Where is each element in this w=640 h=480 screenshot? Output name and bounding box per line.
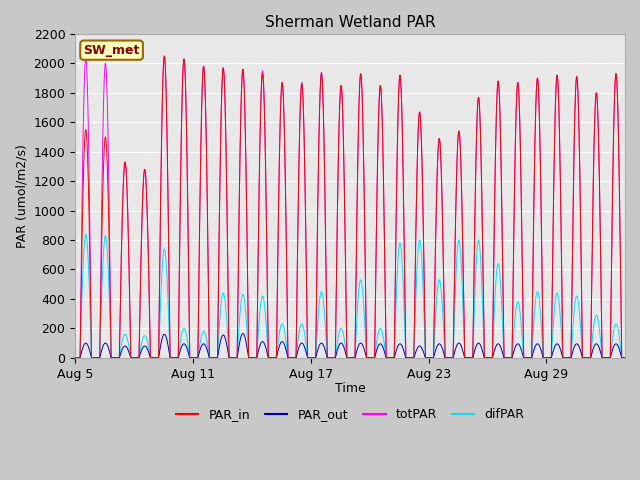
- Line: difPAR: difPAR: [75, 234, 625, 358]
- PAR_out: [532, 342, 540, 348]
- PAR_in: [509, 282, 517, 288]
- Title: Sherman Wetland PAR: Sherman Wetland PAR: [265, 15, 435, 30]
- difPAR: [82, 231, 90, 237]
- PAR_in: [71, 355, 79, 360]
- totPAR: [621, 355, 629, 360]
- X-axis label: Time: Time: [335, 382, 365, 395]
- difPAR: [509, 340, 517, 346]
- PAR_out: [509, 351, 517, 357]
- difPAR: [598, 348, 605, 353]
- Line: PAR_in: PAR_in: [75, 56, 625, 358]
- totPAR: [180, 56, 188, 62]
- PAR_out: [598, 353, 605, 359]
- PAR_in: [180, 56, 188, 62]
- PAR_in: [161, 53, 168, 59]
- totPAR: [534, 82, 542, 87]
- totPAR: [509, 282, 517, 288]
- PAR_out: [71, 355, 79, 360]
- difPAR: [271, 355, 278, 360]
- PAR_out: [180, 341, 188, 347]
- Line: PAR_out: PAR_out: [75, 334, 625, 358]
- totPAR: [532, 104, 540, 110]
- PAR_out: [239, 331, 247, 336]
- totPAR: [271, 355, 278, 360]
- PAR_in: [271, 355, 278, 360]
- PAR_in: [532, 104, 540, 110]
- PAR_in: [621, 355, 629, 360]
- PAR_in: [534, 82, 542, 87]
- totPAR: [598, 311, 605, 316]
- PAR_in: [598, 311, 605, 316]
- Line: totPAR: totPAR: [75, 56, 625, 358]
- difPAR: [532, 296, 540, 301]
- totPAR: [161, 53, 168, 59]
- Legend: PAR_in, PAR_out, totPAR, difPAR: PAR_in, PAR_out, totPAR, difPAR: [171, 403, 529, 426]
- difPAR: [621, 355, 629, 360]
- Y-axis label: PAR (umol/m2/s): PAR (umol/m2/s): [15, 144, 28, 248]
- totPAR: [71, 355, 79, 360]
- difPAR: [71, 355, 79, 360]
- PAR_out: [271, 355, 278, 360]
- PAR_out: [621, 355, 629, 360]
- PAR_out: [534, 341, 542, 347]
- difPAR: [180, 325, 188, 331]
- difPAR: [534, 290, 542, 296]
- Text: SW_met: SW_met: [83, 44, 140, 57]
